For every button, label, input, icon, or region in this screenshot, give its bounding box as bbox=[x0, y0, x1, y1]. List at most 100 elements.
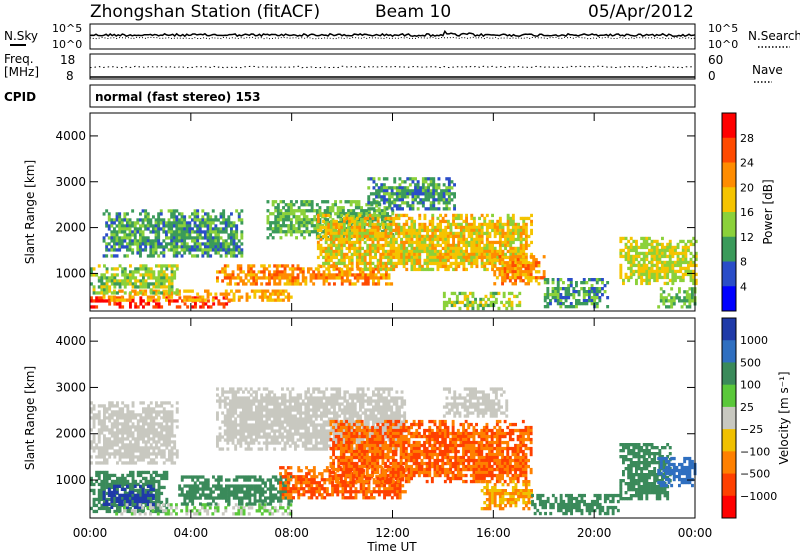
heatmap-cell bbox=[377, 177, 381, 181]
heatmap-cell bbox=[165, 273, 169, 277]
heatmap-cell bbox=[397, 222, 401, 227]
heatmap-cell bbox=[394, 240, 398, 245]
heatmap-cell bbox=[118, 476, 122, 481]
heatmap-cell bbox=[522, 219, 526, 224]
heatmap-cell bbox=[236, 264, 240, 268]
heatmap-cell bbox=[501, 255, 505, 260]
heatmap-cell bbox=[314, 267, 318, 271]
heatmap-cell bbox=[332, 222, 336, 227]
heatmap-cell bbox=[389, 246, 393, 251]
heatmap-cell bbox=[363, 249, 367, 254]
heatmap-cell bbox=[103, 422, 106, 426]
heatmap-cell bbox=[398, 204, 402, 208]
heatmap-cell bbox=[508, 267, 512, 271]
heatmap-cell bbox=[534, 279, 538, 283]
heatmap-cell bbox=[201, 209, 205, 213]
heatmap-cell bbox=[209, 496, 213, 500]
heatmap-cell bbox=[139, 285, 143, 289]
heatmap-cell bbox=[514, 276, 517, 280]
heatmap-cell bbox=[530, 240, 533, 245]
heatmap-cell bbox=[681, 278, 685, 283]
heatmap-cell bbox=[283, 273, 287, 277]
heatmap-cell bbox=[139, 494, 143, 499]
heatmap-cell bbox=[149, 419, 153, 423]
heatmap-cell bbox=[483, 219, 487, 224]
heatmap-cell bbox=[371, 213, 375, 218]
heatmap-cell bbox=[543, 299, 547, 303]
heatmap-cell bbox=[129, 506, 132, 511]
heatmap-cell bbox=[279, 215, 283, 219]
heatmap-cell bbox=[315, 233, 319, 237]
heatmap-cell bbox=[116, 422, 119, 426]
heatmap-cell bbox=[521, 261, 525, 265]
heatmap-cell bbox=[123, 428, 127, 432]
heatmap-cell bbox=[453, 303, 457, 308]
heatmap-cell bbox=[457, 216, 461, 221]
heatmap-cell bbox=[97, 419, 101, 423]
heatmap-cell bbox=[442, 183, 446, 187]
heatmap-cell bbox=[405, 219, 409, 224]
heatmap-cell bbox=[423, 243, 427, 248]
heatmap-cell bbox=[640, 257, 644, 262]
heatmap-cell bbox=[665, 299, 668, 303]
heatmap-cell bbox=[214, 296, 218, 300]
heatmap-cell bbox=[193, 242, 197, 246]
heatmap-cell bbox=[527, 264, 530, 268]
heatmap-cell bbox=[289, 227, 293, 231]
heatmap-cell bbox=[223, 264, 227, 268]
heatmap-cell bbox=[462, 225, 466, 230]
heatmap-cell bbox=[144, 416, 148, 420]
heatmap-cell bbox=[590, 302, 594, 306]
heatmap-cell bbox=[136, 446, 140, 450]
heatmap-cell bbox=[92, 509, 96, 514]
heatmap-cell bbox=[274, 298, 278, 302]
heatmap-cell bbox=[226, 264, 230, 268]
heatmap-cell bbox=[110, 230, 114, 234]
heatmap-cell bbox=[297, 221, 301, 225]
heatmap-cell bbox=[475, 234, 479, 239]
heatmap-cell bbox=[289, 230, 293, 234]
heatmap-cell bbox=[524, 216, 528, 221]
heatmap-cell bbox=[167, 509, 171, 513]
heatmap-cell bbox=[415, 240, 419, 245]
heatmap-cell bbox=[447, 180, 451, 184]
heatmap-cell bbox=[222, 296, 226, 300]
heatmap-cell bbox=[95, 416, 99, 420]
heatmap-cell bbox=[275, 264, 279, 268]
heatmap-cell bbox=[511, 282, 515, 286]
heatmap-cell bbox=[338, 276, 342, 280]
heatmap-cell bbox=[278, 282, 282, 286]
heatmap-cell bbox=[152, 416, 156, 420]
heatmap-cell bbox=[498, 255, 502, 259]
heatmap-cell bbox=[470, 225, 474, 230]
heatmap-cell bbox=[347, 215, 350, 219]
heatmap-cell bbox=[588, 287, 591, 291]
heatmap-cell bbox=[449, 246, 453, 251]
heatmap-cell bbox=[383, 227, 387, 231]
heatmap-cell bbox=[517, 222, 520, 227]
heatmap-cell bbox=[485, 267, 489, 272]
heatmap-cell bbox=[214, 227, 218, 231]
heatmap-cell bbox=[459, 234, 463, 239]
heatmap-cell bbox=[431, 240, 435, 245]
heatmap-cell bbox=[183, 484, 187, 488]
heatmap-cell bbox=[146, 499, 150, 503]
heatmap-cell bbox=[372, 267, 375, 271]
heatmap-cell bbox=[237, 251, 241, 255]
heatmap-cell bbox=[534, 270, 538, 274]
heatmap-cell bbox=[193, 245, 197, 249]
heatmap-cell bbox=[263, 295, 267, 299]
heatmap-cell bbox=[95, 455, 99, 459]
heatmap-cell bbox=[377, 201, 381, 205]
heatmap-cell bbox=[162, 218, 166, 222]
heatmap-cell bbox=[509, 252, 513, 257]
heatmap-cell bbox=[175, 455, 179, 459]
heatmap-cell bbox=[380, 218, 384, 222]
heatmap-cell bbox=[323, 221, 327, 225]
heatmap-cell bbox=[105, 276, 109, 280]
heatmap-cell bbox=[168, 291, 171, 295]
heatmap-cell bbox=[329, 255, 333, 260]
heatmap-cell bbox=[183, 215, 187, 219]
heatmap-cell bbox=[406, 201, 410, 205]
heatmap-cell bbox=[670, 305, 674, 309]
